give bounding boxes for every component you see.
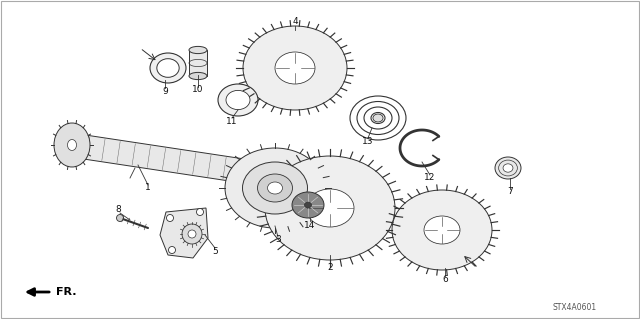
- Ellipse shape: [373, 114, 383, 122]
- Ellipse shape: [150, 53, 186, 83]
- Text: 13: 13: [362, 137, 374, 146]
- Ellipse shape: [54, 123, 90, 167]
- Ellipse shape: [67, 139, 77, 151]
- Ellipse shape: [495, 157, 521, 179]
- Text: 14: 14: [304, 220, 316, 229]
- Ellipse shape: [243, 26, 347, 110]
- Text: 3: 3: [275, 235, 281, 244]
- Text: 11: 11: [227, 117, 237, 127]
- Polygon shape: [56, 131, 272, 187]
- Text: 12: 12: [424, 174, 436, 182]
- Ellipse shape: [218, 84, 258, 116]
- Ellipse shape: [268, 182, 282, 194]
- Ellipse shape: [392, 190, 492, 270]
- Ellipse shape: [226, 90, 250, 110]
- Ellipse shape: [305, 202, 312, 208]
- Ellipse shape: [306, 189, 354, 227]
- Ellipse shape: [424, 216, 460, 244]
- Ellipse shape: [157, 59, 179, 77]
- Ellipse shape: [166, 214, 173, 221]
- Text: 6: 6: [442, 276, 448, 285]
- Ellipse shape: [275, 52, 315, 84]
- Text: 4: 4: [292, 18, 298, 26]
- Text: 8: 8: [115, 205, 121, 214]
- Text: FR.: FR.: [56, 287, 77, 297]
- Text: 10: 10: [192, 85, 204, 94]
- Ellipse shape: [182, 224, 202, 244]
- Ellipse shape: [116, 214, 124, 221]
- Bar: [189, 50, 207, 76]
- Text: 1: 1: [145, 183, 151, 192]
- Ellipse shape: [292, 192, 324, 218]
- Ellipse shape: [257, 174, 292, 202]
- Ellipse shape: [225, 148, 325, 228]
- Ellipse shape: [189, 46, 207, 54]
- Ellipse shape: [168, 247, 175, 254]
- Ellipse shape: [503, 164, 513, 172]
- Text: 2: 2: [327, 263, 333, 272]
- Text: STX4A0601: STX4A0601: [553, 303, 597, 313]
- Text: 5: 5: [212, 248, 218, 256]
- Text: 9: 9: [162, 87, 168, 97]
- Ellipse shape: [265, 156, 395, 260]
- Ellipse shape: [189, 72, 207, 80]
- Ellipse shape: [196, 209, 204, 216]
- Text: 7: 7: [507, 188, 513, 197]
- Ellipse shape: [243, 162, 307, 214]
- Ellipse shape: [188, 230, 196, 238]
- Polygon shape: [160, 208, 208, 258]
